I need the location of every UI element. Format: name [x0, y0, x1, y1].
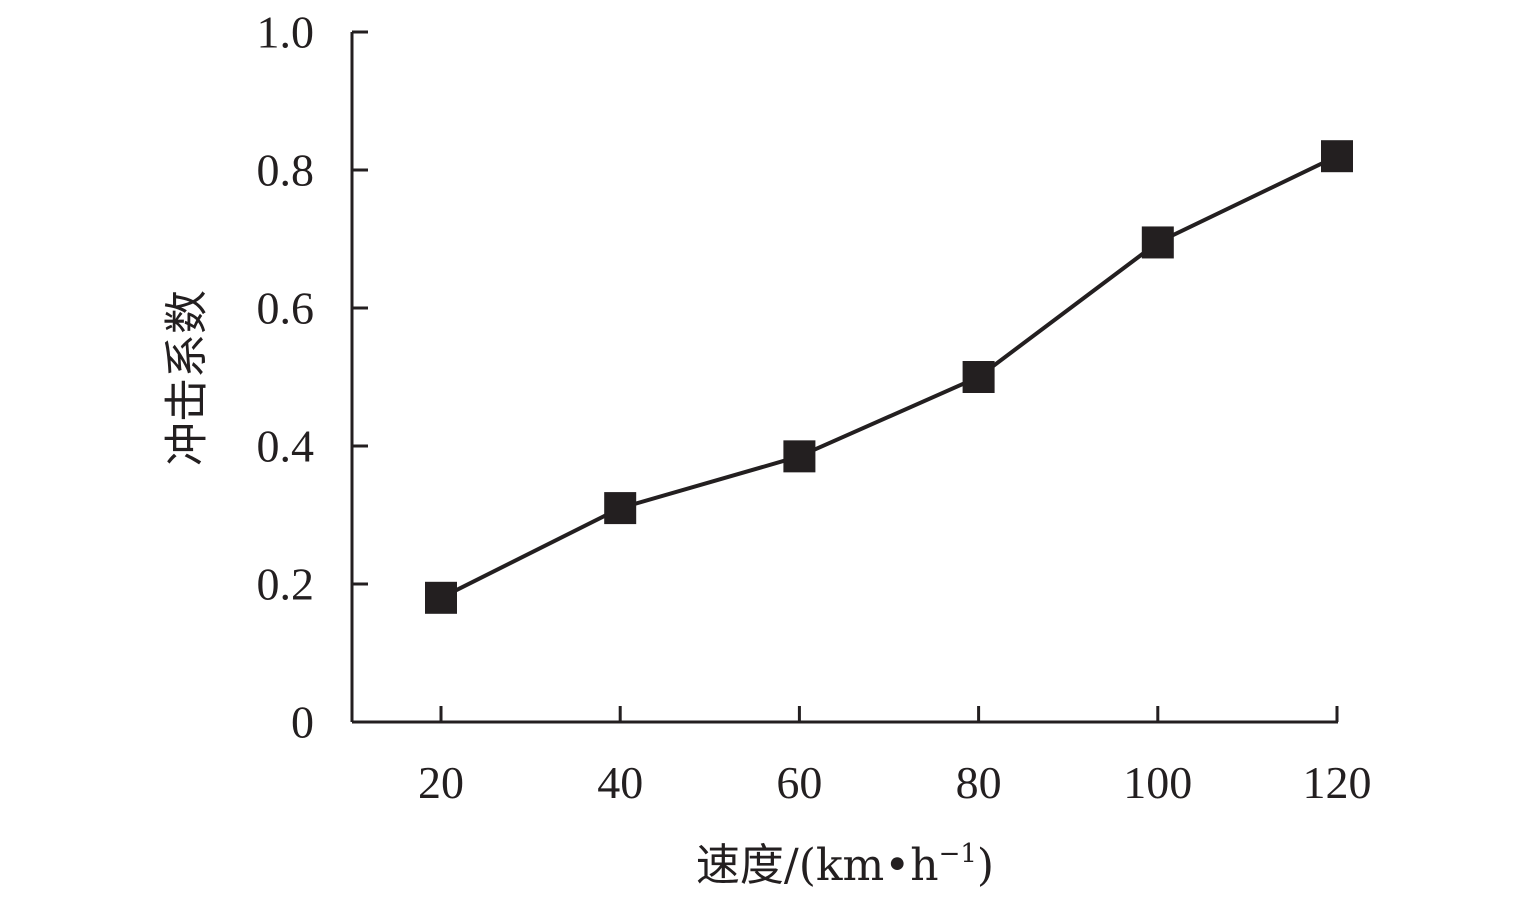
- y-tick-label: 0.8: [257, 145, 315, 196]
- x-axis-title-close: ): [977, 840, 994, 891]
- y-tick-label: 0.4: [257, 421, 315, 472]
- x-axis-title-main: 速度/(km•h: [696, 840, 939, 891]
- data-point-marker: [425, 581, 457, 614]
- data-point-marker: [604, 492, 637, 525]
- y-tick-label: 0.2: [257, 559, 315, 610]
- x-axis-title: 速度/(km•h−1): [696, 839, 994, 891]
- data-point-marker: [1141, 226, 1174, 259]
- y-ticks: 0 0.2 0.4 0.6 0.8 1.0: [257, 7, 368, 748]
- data-point-marker: [783, 440, 816, 473]
- x-ticks: 20 40 60 80 100 120: [418, 706, 1372, 808]
- x-tick-label: 60: [776, 757, 822, 808]
- x-axis-title-superscript: −1: [939, 839, 977, 869]
- y-tick-label: 1.0: [257, 7, 315, 58]
- series-line: [440, 154, 1338, 600]
- x-tick-label: 40: [597, 757, 643, 808]
- x-tick-label: 100: [1123, 757, 1192, 808]
- x-tick-label: 120: [1303, 757, 1372, 808]
- y-axis: 0 0.2 0.4 0.6 0.8 1.0: [257, 7, 368, 748]
- y-axis-title: 冲击系数: [162, 290, 213, 466]
- y-tick-label: 0.6: [257, 283, 315, 334]
- x-tick-label: 80: [956, 757, 1002, 808]
- x-tick-label: 20: [418, 757, 464, 808]
- data-point-marker: [1321, 140, 1353, 173]
- x-axis: 20 40 60 80 100 120: [352, 706, 1372, 808]
- y-tick-label: 0: [291, 697, 314, 748]
- plot-area: [425, 140, 1353, 614]
- data-point-marker: [962, 361, 995, 393]
